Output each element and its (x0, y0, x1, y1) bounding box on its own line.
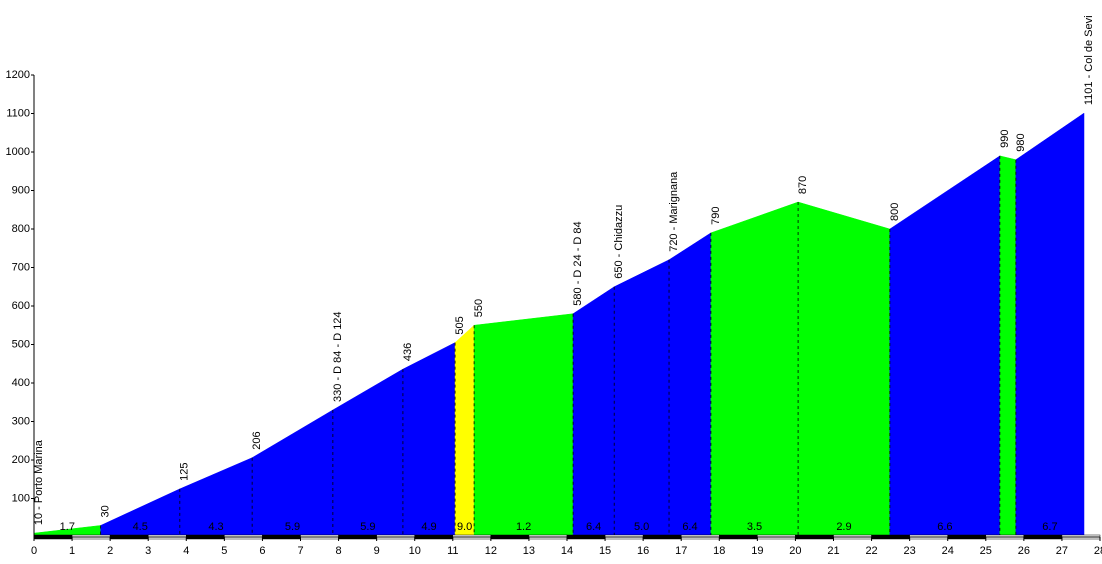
y-tick-label: 100 (12, 492, 30, 504)
segment (668, 232, 712, 538)
x-tick-label: 16 (637, 545, 649, 557)
y-tick-label: 900 (12, 184, 30, 196)
y-tick-label: 400 (12, 377, 30, 389)
point-label: 30 (100, 505, 112, 517)
grade-label: 2.9 (836, 521, 851, 533)
grade-label: 5.9 (360, 521, 375, 533)
x-tick-label: 1 (69, 545, 75, 557)
point-label: 980 (1015, 133, 1027, 151)
y-tick-label: 1200 (6, 69, 30, 81)
grade-label: 6.6 (937, 521, 952, 533)
point-label: 650 - Chidazzu (613, 205, 625, 279)
point-label: 125 (179, 463, 191, 481)
segment (402, 342, 456, 538)
grade-label: 5.0 (634, 521, 649, 533)
y-tick-label: 500 (12, 338, 30, 350)
x-tick-label: 24 (942, 545, 954, 557)
x-tick-label: 22 (865, 545, 877, 557)
segment (454, 324, 475, 538)
point-label: 870 (797, 176, 809, 194)
x-tick-label: 12 (485, 545, 497, 557)
x-tick-label: 13 (523, 545, 535, 557)
grade-label: 1.2 (516, 521, 531, 533)
point-label: 790 (710, 206, 722, 224)
x-tick-label: 2 (107, 545, 113, 557)
point-label: 1101 - Col de Sevi (1083, 15, 1095, 105)
x-tick-label: 0 (31, 545, 37, 557)
grade-label: 4.9 (421, 521, 436, 533)
point-label: 580 - D 24 - D 84 (572, 221, 584, 305)
point-label: 550 (473, 299, 485, 317)
grade-label: 6.4 (682, 521, 697, 533)
point-label: 990 (999, 129, 1011, 147)
x-tick-label: 15 (599, 545, 611, 557)
x-tick-label: 25 (980, 545, 992, 557)
point-label: 206 (251, 431, 263, 449)
x-tick-label: 17 (675, 545, 687, 557)
y-tick-label: 1100 (6, 107, 30, 119)
x-tick-label: 11 (447, 545, 458, 557)
point-label: 720 - Marignana (668, 171, 680, 252)
x-tick-label: 18 (713, 545, 725, 557)
x-tick-label: 14 (561, 545, 573, 557)
x-tick-label: 23 (904, 545, 916, 557)
x-tick-label: 8 (336, 545, 342, 557)
segment (999, 155, 1017, 538)
segment (1015, 112, 1085, 538)
point-label: 10 - Porto Marina (33, 439, 45, 525)
y-tick-label: 1000 (6, 146, 30, 158)
point-label: 330 - D 84 - D 124 (332, 311, 344, 402)
grade-label: 5.9 (285, 521, 300, 533)
x-tick-label: 4 (183, 545, 189, 557)
y-tick-label: 800 (12, 223, 30, 235)
x-tick-label: 7 (297, 545, 303, 557)
segment (473, 313, 574, 538)
grade-label: 4.3 (208, 521, 223, 533)
point-label: 436 (402, 343, 414, 361)
x-tick-label: 19 (751, 545, 763, 557)
x-tick-label: 9 (374, 545, 380, 557)
point-label: 505 (454, 316, 466, 334)
segment (797, 201, 891, 538)
x-tick-label: 6 (259, 545, 265, 557)
x-tick-label: 20 (789, 545, 801, 557)
segment (572, 286, 615, 538)
grade-label: 9.0 (457, 521, 472, 533)
grade-label: 1.7 (60, 521, 75, 533)
y-tick-label: 600 (12, 300, 30, 312)
x-tick-label: 3 (145, 545, 151, 557)
x-tick-label: 27 (1056, 545, 1068, 557)
y-tick-label: 300 (12, 415, 30, 427)
grade-label: 3.5 (747, 521, 762, 533)
grade-label: 6.7 (1042, 521, 1057, 533)
x-tick-label: 10 (409, 545, 421, 557)
x-tick-label: 28 (1094, 545, 1102, 557)
y-tick-label: 700 (12, 261, 30, 273)
grade-label: 4.5 (133, 521, 148, 533)
grade-label: 6.4 (586, 521, 601, 533)
x-tick-label: 5 (221, 545, 227, 557)
segment (613, 259, 670, 538)
segment (889, 155, 1001, 538)
segment (710, 201, 799, 538)
x-tick-label: 26 (1018, 545, 1030, 557)
x-tick-label: 21 (827, 545, 839, 557)
point-label: 800 (889, 203, 901, 221)
y-tick-label: 200 (12, 454, 30, 466)
segment (251, 409, 334, 538)
